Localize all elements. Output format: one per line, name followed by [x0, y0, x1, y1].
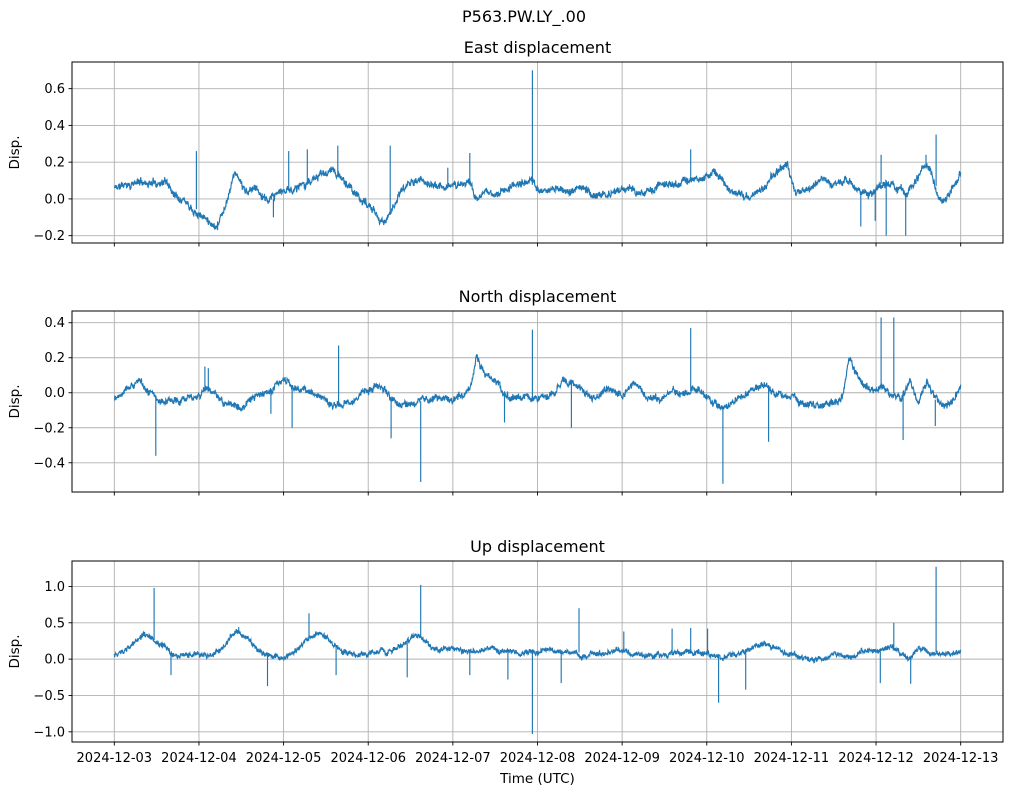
x-tick-label: 2024-12-09 — [584, 751, 660, 766]
subplot-title-north: North displacement — [459, 287, 617, 306]
y-tick-label: −0.2 — [33, 229, 65, 244]
x-tick-label: 2024-12-12 — [838, 751, 914, 766]
subplot-east: East displacement Disp. −0.2 0.0 0.2 0.4 0.6 — [7, 38, 1004, 247]
plot-area-north: −0.4 −0.2 0.0 0.2 0.4 — [33, 310, 1004, 496]
x-axis-label: Time (UTC) — [499, 771, 575, 787]
y-tick-label: 0.2 — [44, 156, 65, 171]
x-tick-label: 2024-12-13 — [923, 751, 999, 766]
x-tick-label: 2024-12-03 — [77, 751, 153, 766]
series-line — [113, 353, 962, 412]
x-tick-label: 2024-12-04 — [161, 751, 237, 766]
series-line — [113, 160, 962, 230]
figure-title: P563.PW.LY_.00 — [462, 7, 586, 27]
x-tick-label: 2024-12-05 — [246, 751, 322, 766]
y-tick-label: 0.5 — [44, 616, 65, 631]
y-axis-label-north: Disp. — [7, 384, 23, 418]
y-tick-label: 0.6 — [44, 82, 65, 97]
x-tick-label: 2024-12-06 — [330, 751, 406, 766]
plot-area-up: −1.0 −0.5 0.0 0.5 1.0 2024-12-03 2024-12-04 202… — [33, 560, 1004, 766]
y-axis-label-east: Disp. — [7, 135, 23, 169]
subplot-title-east: East displacement — [464, 38, 611, 57]
x-tick-label: 2024-12-11 — [754, 751, 830, 766]
y-tick-label: 0.0 — [44, 386, 65, 401]
subplot-north: North displacement Disp. −0.4 −0.2 0.0 0.2 0… — [7, 287, 1004, 496]
y-tick-label: 0.4 — [44, 119, 65, 134]
y-tick-label: 0.4 — [44, 316, 65, 331]
x-tick-label: 2024-12-10 — [669, 751, 745, 766]
y-tick-label: 0.2 — [44, 351, 65, 366]
x-tick-label: 2024-12-07 — [415, 751, 491, 766]
y-tick-label: −0.2 — [33, 421, 65, 436]
y-axis-label-up: Disp. — [7, 634, 23, 668]
y-tick-label: −1.0 — [33, 725, 65, 740]
subplot-up: Up displacement Disp. −1.0 −0.5 0.0 0.5 1.0 2… — [7, 537, 1004, 766]
y-tick-label: −0.4 — [33, 456, 65, 471]
y-tick-label: 0.0 — [44, 192, 65, 207]
x-tick-label: 2024-12-08 — [500, 751, 576, 766]
subplot-title-up: Up displacement — [470, 537, 605, 556]
y-tick-label: 1.0 — [44, 580, 65, 595]
series-line — [113, 629, 962, 664]
y-tick-label: −0.5 — [33, 689, 65, 704]
y-tick-label: 0.0 — [44, 653, 65, 668]
plot-area-east: −0.2 0.0 0.2 0.4 0.6 — [33, 61, 1004, 247]
